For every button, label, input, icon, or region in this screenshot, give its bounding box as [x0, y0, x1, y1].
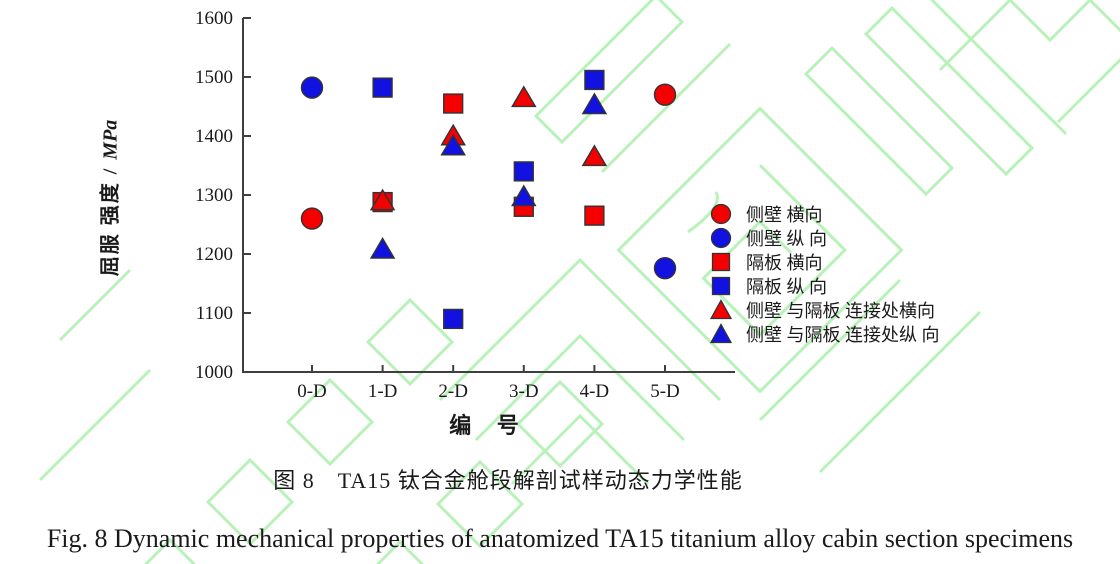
legend-marker-red-triangle-icon — [706, 298, 736, 321]
x-axis-title: 编 号 — [449, 413, 529, 438]
y-tick-label: 1000 — [195, 362, 233, 383]
y-axis-title-text: 屈服 强度 / — [99, 159, 122, 277]
data-point-square-2-D — [443, 93, 464, 114]
x-tick-label: 2-D — [438, 381, 468, 402]
y-axis-unit: MPa — [99, 119, 122, 160]
legend-marker-blue-circle-icon — [706, 227, 736, 249]
legend-marker-blue-triangle-icon — [706, 322, 736, 345]
x-tick-label: 1-D — [368, 381, 398, 402]
y-tick-label: 1400 — [195, 126, 233, 147]
data-point-square-4-D — [584, 205, 605, 226]
data-point-circle-5-D — [653, 256, 677, 280]
data-point-triangle-3-D — [511, 184, 537, 207]
data-point-square-1-D — [372, 77, 393, 98]
figure-caption-chinese: 图 8 TA15 钛合金舱段解剖试样动态力学性能 — [273, 468, 743, 493]
data-point-triangle-1-D — [369, 188, 396, 211]
legend-marker-red-square-icon — [706, 251, 736, 273]
legend-label: 侧壁 横向 — [746, 204, 823, 225]
x-tick-label: 5-D — [650, 381, 680, 402]
legend-label: 隔板 纵 向 — [746, 276, 827, 297]
data-point-circle-0-D — [300, 76, 324, 99]
legend-marker-red-circle-icon — [706, 203, 736, 225]
legend-label: 侧壁 与隔板 连接处纵 向 — [746, 324, 940, 345]
legend-item: 侧壁 纵 向 — [706, 226, 940, 249]
y-axis-title: 屈服 强度 / MPa — [94, 120, 123, 277]
chart-legend: 侧壁 横向 侧壁 纵 向 隔板 横向 隔板 纵 向 侧壁 与隔板 连接处横向 侧… — [706, 202, 940, 345]
legend-marker-blue-square-icon — [706, 275, 736, 297]
data-point-square-4-D — [584, 69, 605, 91]
data-point-triangle-1-D — [369, 236, 396, 259]
legend-item: 隔板 纵 向 — [706, 274, 940, 297]
x-tick-label: 0-D — [297, 381, 327, 402]
x-tick-label: 4-D — [580, 381, 610, 402]
y-tick-label: 1100 — [196, 303, 233, 324]
data-point-triangle-4-D — [581, 92, 608, 115]
data-point-circle-5-D — [653, 83, 677, 106]
data-point-triangle-3-D — [511, 85, 537, 108]
y-tick-label: 1600 — [195, 8, 233, 29]
y-tick-label: 1500 — [195, 67, 233, 88]
legend-item: 侧壁 横向 — [706, 202, 940, 225]
figure-caption-english: Fig. 8 Dynamic mechanical properties of … — [46, 524, 1074, 553]
data-point-triangle-2-D — [440, 133, 466, 156]
y-tick-label: 1300 — [195, 185, 233, 206]
data-point-circle-0-D — [300, 207, 324, 230]
legend-item: 侧壁 与隔板 连接处横向 — [706, 298, 940, 321]
scatter-plot: 1000 1100 1200 1300 1400 1500 1600 0-D 1-D 2-D 3-D… — [195, 8, 735, 402]
data-point-square-2-D — [443, 308, 464, 330]
legend-label: 侧壁 纵 向 — [746, 228, 827, 249]
x-tick-label: 3-D — [509, 381, 539, 402]
axis-lines — [242, 18, 735, 373]
data-point-triangle-4-D — [581, 144, 608, 167]
data-point-square-3-D — [513, 161, 534, 182]
legend-item: 隔板 横向 — [706, 250, 940, 273]
legend-item: 侧壁 与隔板 连接处纵 向 — [706, 322, 940, 345]
y-tick-label: 1200 — [195, 244, 233, 265]
legend-label: 侧壁 与隔板 连接处横向 — [746, 300, 935, 321]
legend-label: 隔板 横向 — [746, 252, 823, 273]
